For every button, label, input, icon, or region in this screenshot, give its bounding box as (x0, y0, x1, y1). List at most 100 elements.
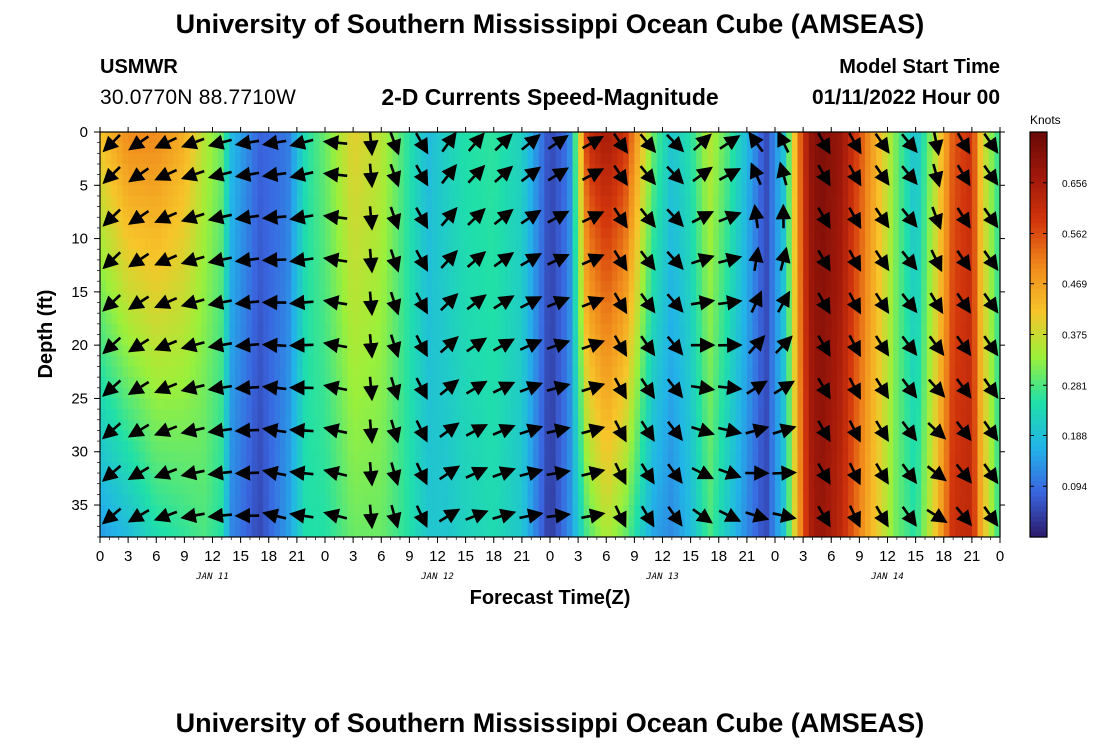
heatmap-cell (971, 334, 979, 346)
heatmap-cell (628, 291, 635, 304)
heatmap-cell (977, 195, 984, 208)
heatmap-cell (926, 270, 934, 282)
heatmap-cell (426, 195, 433, 208)
heatmap-cell (825, 185, 832, 197)
heatmap-cell (808, 377, 815, 389)
heatmap-cell (460, 270, 467, 282)
heatmap-cell (319, 249, 326, 261)
heatmap-cell (938, 323, 945, 336)
heatmap-cell (741, 441, 748, 453)
heatmap-cell (482, 206, 489, 218)
heatmap-cell (640, 217, 647, 229)
heatmap-cell (769, 355, 776, 368)
heatmap-cell (803, 387, 810, 400)
heatmap-cell (583, 323, 590, 336)
heatmap-cell (319, 185, 326, 197)
heatmap-cell (161, 195, 169, 208)
heatmap-cell (218, 409, 225, 421)
heatmap-cell (195, 185, 202, 197)
heatmap-cell (482, 430, 489, 442)
heatmap-cell (628, 206, 635, 218)
heatmap-cell (251, 270, 259, 282)
heatmap-cell (128, 227, 135, 240)
heatmap-cell (926, 153, 934, 165)
heatmap-cell (347, 355, 354, 368)
heatmap-cell (960, 409, 967, 421)
heatmap-cell (791, 291, 799, 304)
heatmap-cell (426, 451, 433, 463)
heatmap-cell (820, 270, 827, 282)
heatmap-cell (634, 291, 641, 304)
heatmap-cell (921, 366, 928, 378)
heatmap-cell (746, 142, 754, 154)
heatmap-cell (763, 451, 770, 463)
heatmap-cell (116, 451, 124, 463)
heatmap-cell (955, 217, 962, 229)
heatmap-cell (313, 409, 320, 421)
heatmap-cell (499, 238, 506, 250)
heatmap-cell (893, 323, 900, 336)
heatmap-cell (600, 270, 607, 282)
heatmap-cell (583, 206, 590, 218)
heatmap-cell (808, 334, 815, 346)
heatmap-cell (285, 323, 292, 336)
heatmap-cell (184, 185, 191, 197)
heatmap-cell (375, 291, 382, 304)
heatmap-cell (280, 419, 287, 432)
heatmap-cell (285, 174, 292, 186)
heatmap-cell (769, 409, 776, 421)
heatmap-cell (808, 163, 815, 176)
heatmap-cell (285, 387, 292, 400)
heatmap-cell (735, 227, 742, 240)
heatmap-cell (606, 195, 613, 208)
heatmap-cell (280, 366, 287, 378)
heatmap-cell (505, 174, 512, 186)
heatmap-cell (955, 387, 962, 400)
heatmap-cell (235, 441, 242, 453)
heatmap-cell (566, 377, 574, 389)
heatmap-cell (544, 259, 551, 272)
heatmap-cell (178, 462, 185, 474)
heatmap-cell (887, 281, 894, 293)
heatmap-cell (600, 281, 607, 293)
heatmap-cell (285, 419, 292, 432)
heatmap-cell (375, 195, 382, 208)
heatmap-cell (775, 377, 782, 389)
heatmap-cell (516, 419, 523, 432)
heatmap-cell (178, 398, 185, 410)
heatmap-cell (308, 270, 315, 282)
heatmap-cell (409, 313, 416, 325)
heatmap-cell (752, 451, 759, 463)
heatmap-cell (330, 142, 337, 154)
heatmap-cell (437, 291, 444, 304)
heatmap-cell (353, 409, 360, 421)
heatmap-cell (218, 238, 225, 250)
heatmap-cell (516, 153, 523, 165)
heatmap-cell (386, 249, 394, 261)
heatmap-cell (977, 142, 984, 154)
heatmap-cell (561, 238, 568, 250)
heatmap-cell (583, 227, 590, 240)
heatmap-cell (881, 355, 889, 368)
heatmap-cell (758, 302, 765, 314)
heatmap-cell (966, 334, 973, 346)
heatmap-cell (488, 323, 495, 336)
heatmap-cell (471, 195, 478, 208)
heatmap-cell (308, 419, 315, 432)
heatmap-cell (403, 270, 410, 282)
heatmap-cell (257, 185, 264, 197)
heatmap-cell (229, 227, 236, 240)
heatmap-cell (257, 206, 264, 218)
heatmap-cell (133, 195, 140, 208)
heatmap-cell (499, 281, 506, 293)
heatmap-cell (235, 132, 242, 144)
heatmap-cell (274, 313, 281, 325)
heatmap-cell (291, 132, 298, 144)
heatmap-cell (583, 430, 590, 442)
heatmap-cell (656, 451, 664, 463)
heatmap-cell (448, 441, 455, 453)
heatmap-cell (685, 185, 692, 197)
heatmap-cell (482, 270, 489, 282)
heatmap-cell (803, 409, 810, 421)
heatmap-cell (516, 195, 523, 208)
